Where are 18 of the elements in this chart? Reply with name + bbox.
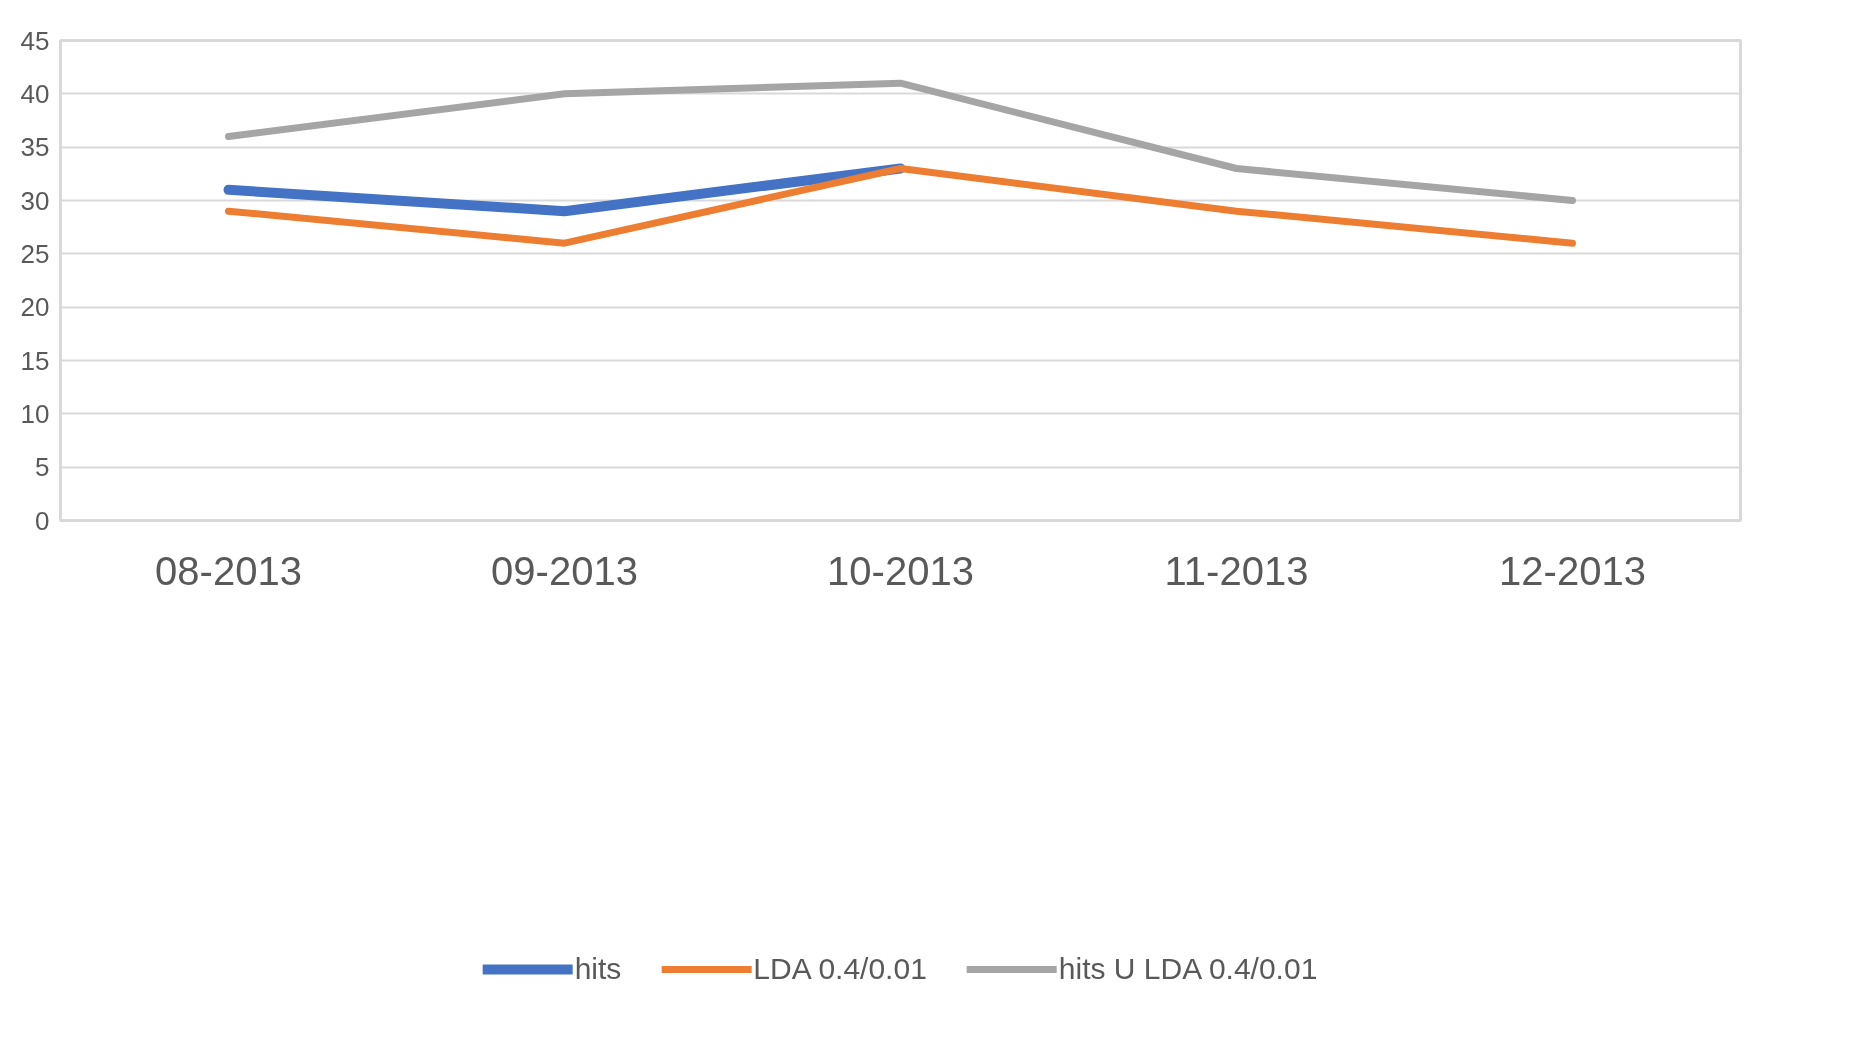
x-tick-label: 11-2013 [1164, 548, 1309, 593]
y-tick-label: 40 [20, 78, 50, 109]
x-tick-label: 10-2013 [827, 548, 974, 593]
y-tick-label: 20 [20, 292, 50, 323]
y-tick-label: 35 [20, 132, 50, 163]
x-tick-label: 09-2013 [491, 548, 638, 593]
y-tick-label: 25 [20, 238, 50, 269]
x-tick-label: 08-2013 [155, 548, 302, 593]
legend-label: hits U LDA 0.4/0.01 [1058, 951, 1318, 986]
y-tick-label: 0 [35, 505, 50, 536]
y-tick-label: 45 [20, 25, 50, 56]
legend-label: LDA 0.4/0.01 [753, 951, 927, 986]
y-tick-label: 10 [20, 398, 50, 429]
y-tick-label: 15 [20, 345, 50, 376]
y-tick-label: 30 [20, 185, 50, 216]
legend-label: hits [574, 951, 622, 986]
x-tick-label: 12-2013 [1499, 548, 1646, 593]
y-tick-label: 5 [35, 452, 50, 483]
